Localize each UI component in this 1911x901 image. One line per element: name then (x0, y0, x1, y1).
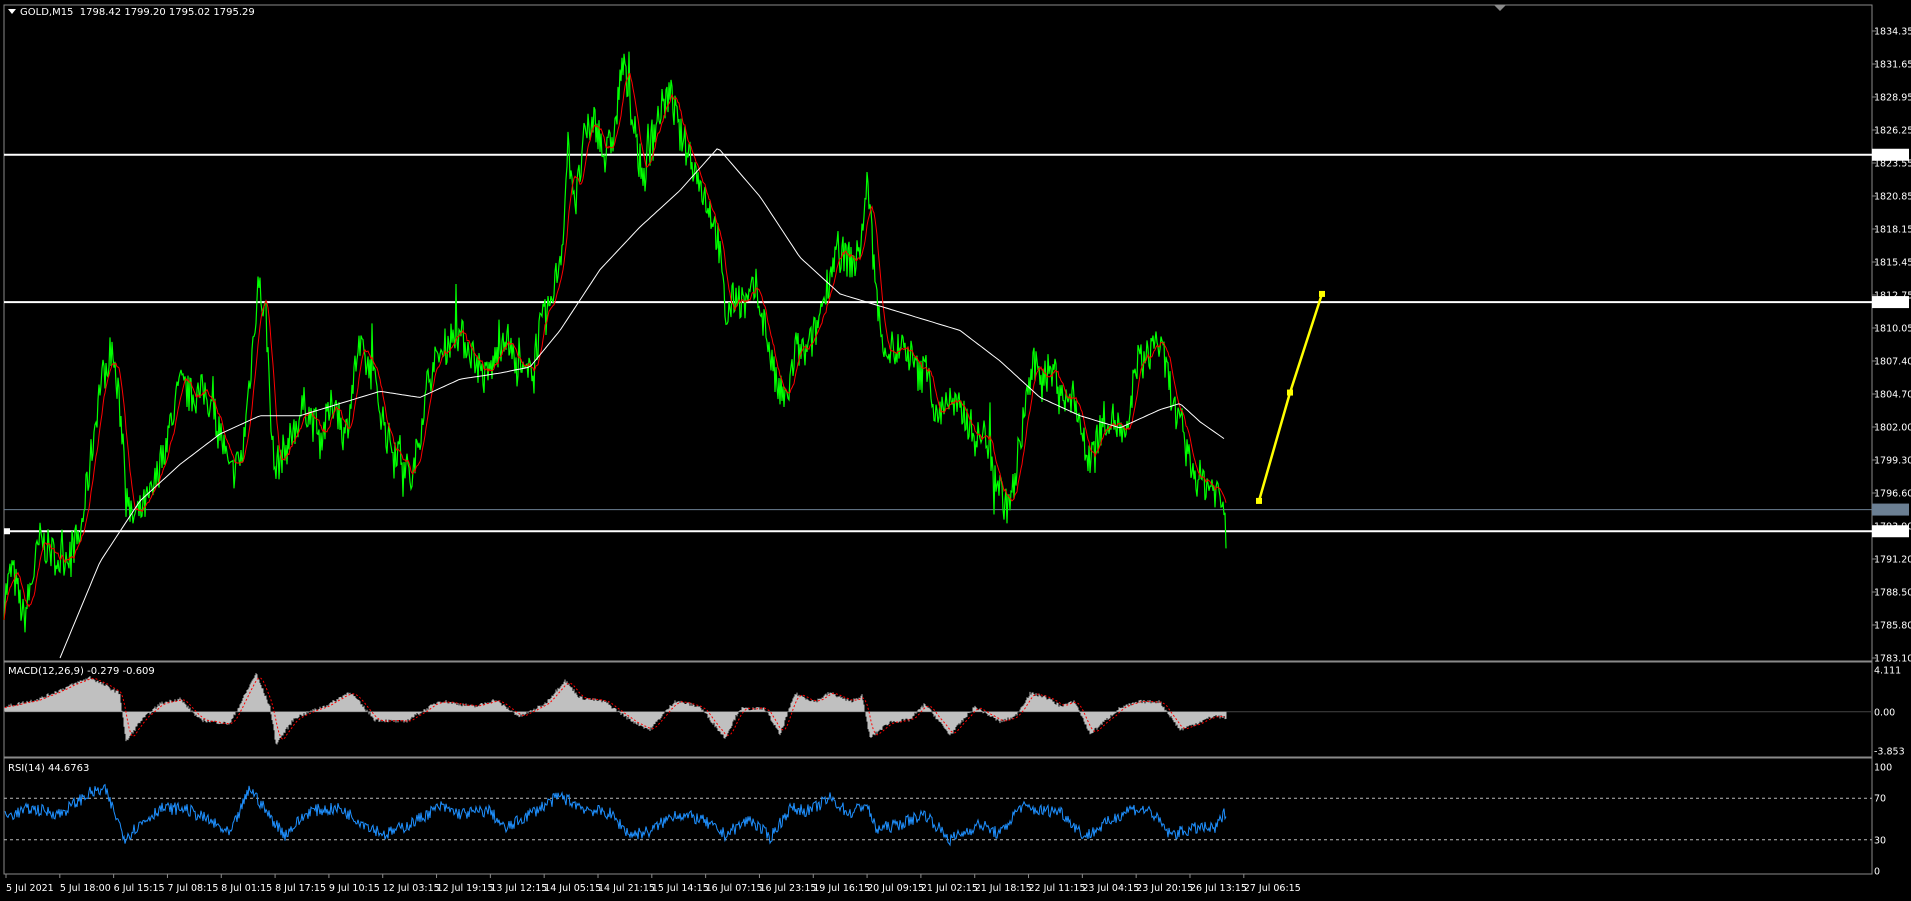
time-axis-label: 19 Jul 16:15 (813, 883, 870, 894)
slow-moving-average-line (59, 148, 1225, 659)
time-axis-label: 5 Jul 2021 (6, 883, 54, 894)
level-price-box (1872, 525, 1909, 538)
time-axis-label: 13 Jul 12:15 (490, 883, 547, 894)
time-axis-label: 14 Jul 21:15 (598, 883, 655, 894)
ohlc-values: 1798.42 1799.20 1795.02 1795.29 (79, 7, 255, 18)
time-axis-label: 23 Jul 04:15 (1082, 883, 1139, 894)
price-axis-label: 1804.70 (1874, 390, 1911, 401)
time-axis-label: 26 Jul 13:15 (1190, 883, 1247, 894)
price-axis-label: 1818.15 (1874, 225, 1911, 236)
rsi-title: RSI(14) 44.6763 (8, 763, 90, 774)
macd-title: MACD(12,26,9) -0.279 -0.609 (8, 666, 155, 677)
price-axis-label: 1796.60 (1874, 489, 1911, 500)
fast-moving-average-line (3, 73, 1227, 620)
time-axis-label: 20 Jul 09:15 (867, 883, 924, 894)
macd-signal-line (4, 677, 1226, 741)
time-axis-label: 14 Jul 05:15 (544, 883, 601, 894)
level-price-box (1872, 148, 1909, 161)
time-axis-label: 16 Jul 07:15 (706, 883, 763, 894)
time-axis-label: 5 Jul 18:00 (60, 883, 111, 894)
axes: 1834.35 1831.65 1828.95 1826.25 1823.55 1820.… (5, 27, 1911, 894)
time-axis-label: 23 Jul 20:15 (1136, 883, 1193, 894)
macd-panel-frame (3, 661, 1873, 758)
price-axis-label: 1820.85 (1874, 192, 1911, 203)
macd-axis-label: -3.853 (1874, 747, 1905, 758)
price-axis-label: 1799.30 (1874, 456, 1911, 467)
projection-point (1287, 389, 1293, 396)
projection-point (1319, 290, 1325, 297)
time-axis-label: 21 Jul 18:15 (975, 883, 1032, 894)
projection-point (1256, 497, 1262, 504)
rsi-axis-label: 30 (1874, 835, 1886, 846)
time-axis-label: 7 Jul 08:15 (167, 883, 218, 894)
price-axis-label: 1815.45 (1874, 258, 1911, 269)
macd-panel (4, 673, 1872, 745)
chart-shift-marker-icon[interactable] (1494, 5, 1506, 11)
time-axis-label: 22 Jul 11:15 (1029, 883, 1086, 894)
time-axis-label: 16 Jul 23:15 (759, 883, 816, 894)
rsi-axis-label: 70 (1874, 794, 1886, 805)
price-axis-label: 1783.10 (1874, 654, 1911, 665)
price-axis-label: 1802.00 (1874, 423, 1911, 434)
price-axis-label: 1788.50 (1874, 588, 1911, 599)
time-axis-label: 8 Jul 17:15 (275, 883, 326, 894)
time-axis-label: 6 Jul 15:15 (114, 883, 165, 894)
rsi-line (4, 783, 1227, 847)
projection-line (1257, 293, 1324, 502)
price-panel-frame (3, 4, 1873, 662)
price-axis-label: 1807.40 (1874, 357, 1911, 368)
price-axis-label: 1828.95 (1874, 93, 1911, 104)
rsi-axis-label: 100 (1874, 763, 1892, 774)
macd-axis-label: 4.111 (1874, 666, 1901, 677)
price-series-line (3, 51, 1227, 633)
time-axis-label: 21 Jul 02:15 (921, 883, 978, 894)
time-axis-label: 12 Jul 03:15 (383, 883, 440, 894)
chart-menu-triangle-icon[interactable] (8, 9, 16, 14)
time-axis-label: 12 Jul 19:15 (437, 883, 494, 894)
rsi-panel-frame (3, 757, 1873, 875)
level-price-box (1872, 296, 1909, 309)
price-axis-label: 1834.35 (1874, 27, 1911, 38)
time-axis-label: 9 Jul 10:15 (329, 883, 380, 894)
time-axis-label: 15 Jul 14:15 (652, 883, 709, 894)
current-price-box (1872, 503, 1909, 516)
symbol-label: GOLD,M15 (20, 7, 74, 18)
price-axis-label: 1810.05 (1874, 324, 1911, 335)
macd-axis-label: 0.00 (1874, 707, 1895, 718)
price-axis-label: 1823.55 (1874, 159, 1911, 170)
price-panel (3, 51, 1872, 659)
level-anchor-handle (4, 528, 10, 535)
price-axis-label: 1812.75 (1874, 291, 1911, 302)
rsi-panel (4, 783, 1872, 847)
price-axis-label: 1831.65 (1874, 60, 1911, 71)
time-axis-label: 27 Jul 06:15 (1244, 883, 1301, 894)
price-axis-label: 1785.80 (1874, 621, 1911, 632)
rsi-axis-label: 0 (1874, 867, 1880, 878)
time-axis-label: 8 Jul 01:15 (221, 883, 272, 894)
price-axis-label: 1791.20 (1874, 555, 1911, 566)
chart-title: GOLD,M15 1798.42 1799.20 1795.02 1795.29 (8, 7, 255, 18)
price-axis-label: 1826.25 (1874, 126, 1911, 137)
